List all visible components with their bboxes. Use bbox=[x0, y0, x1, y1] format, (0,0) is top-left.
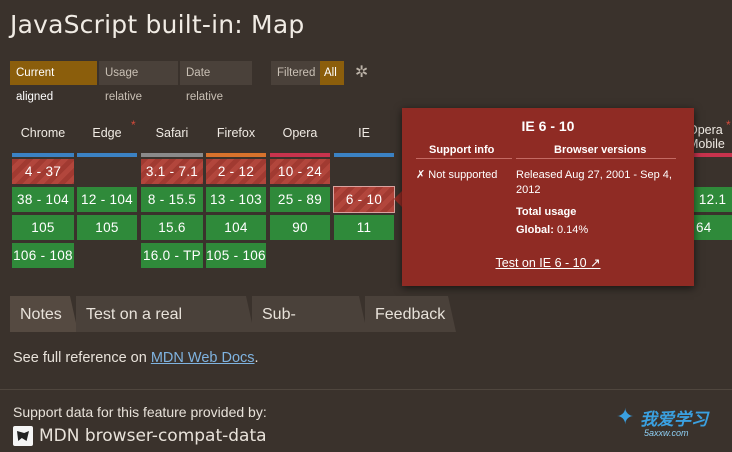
chrome-cell[interactable]: 106 - 108 bbox=[12, 243, 74, 268]
safari-cell[interactable]: 8 - 15.5 bbox=[141, 187, 203, 212]
safari-cell[interactable]: 3.1 - 7.1 bbox=[141, 159, 203, 184]
period: . bbox=[254, 350, 259, 366]
browser-opera: Opera bbox=[282, 126, 318, 140]
total-usage-heading: Total usage bbox=[516, 206, 577, 218]
chrome-cell[interactable]: 105 bbox=[12, 215, 74, 240]
mdn-web-docs-link[interactable]: MDN Web Docs bbox=[150, 350, 255, 366]
opera-cell[interactable]: 25 - 89 bbox=[270, 187, 330, 212]
all-button[interactable]: All bbox=[320, 61, 344, 85]
usage-relative-button[interactable]: Usage relative bbox=[99, 61, 178, 103]
firefox-cell[interactable]: 104 bbox=[206, 215, 266, 240]
safari-cell[interactable]: 16.0 - TP bbox=[141, 243, 203, 268]
mdn-logo-icon bbox=[13, 426, 33, 446]
ie-cell-selected[interactable]: 6 - 10 bbox=[333, 186, 395, 213]
runner-icon: ✦ bbox=[616, 404, 635, 429]
notes-panel bbox=[0, 332, 732, 452]
global-value: 0.14% bbox=[556, 224, 589, 236]
mdn-reference: See full reference on MDN Web Docs. bbox=[13, 350, 259, 366]
popup-arrow bbox=[394, 191, 402, 207]
chrome-cell[interactable]: 38 - 104 bbox=[12, 187, 74, 212]
firefox-cell[interactable]: 105 - 106 bbox=[206, 243, 266, 268]
opera-mobile-header-2: Mobile bbox=[688, 137, 725, 151]
global-label: Global: bbox=[516, 224, 554, 236]
watermark-text: 我爱学习 bbox=[640, 410, 708, 429]
filtered-button[interactable]: Filtered bbox=[271, 61, 320, 85]
opera-mobile-bar bbox=[688, 153, 732, 157]
opera-mobile-star-icon: * bbox=[726, 118, 731, 132]
chrome-cell[interactable]: 4 - 37 bbox=[12, 159, 74, 184]
see-full-text: See full reference on bbox=[13, 350, 151, 366]
global-usage: Global: 0.14% bbox=[516, 223, 588, 238]
mdn-bcd-link[interactable]: MDN browser-compat-data bbox=[39, 426, 267, 446]
browser-versions-heading: Browser versions bbox=[554, 144, 647, 156]
browser-ie: IE bbox=[358, 126, 370, 140]
opera-cell[interactable]: 10 - 24 bbox=[270, 159, 330, 184]
browser-firefox: Firefox bbox=[216, 126, 256, 140]
opera-mobile-cell[interactable]: - 12.1 bbox=[688, 187, 732, 212]
not-supported-text: ✗ Not supported bbox=[416, 169, 498, 181]
popup-title: IE 6 - 10 bbox=[521, 118, 575, 134]
browser-chrome: Chrome bbox=[20, 126, 66, 140]
opera-mobile-header-1: Opera bbox=[688, 123, 723, 137]
edge-bar bbox=[77, 153, 137, 157]
browser-edge: Edge bbox=[92, 126, 122, 140]
firefox-cell[interactable]: 2 - 12 bbox=[206, 159, 266, 184]
ie-cell[interactable]: 11 bbox=[334, 215, 394, 240]
divider bbox=[416, 158, 512, 159]
safari-cell[interactable]: 15.6 bbox=[141, 215, 203, 240]
date-relative-button[interactable]: Date relative bbox=[180, 61, 252, 103]
released-text: Released Aug 27, 2001 - Sep 4, bbox=[516, 169, 672, 181]
chrome-bar bbox=[12, 153, 74, 157]
page-title: JavaScript built-in: Map bbox=[10, 10, 305, 39]
opera-mobile-cell[interactable]: 64 bbox=[688, 215, 732, 240]
released-text-cont: 2012 bbox=[516, 184, 541, 196]
current-aligned-button[interactable]: Current aligned bbox=[10, 61, 97, 103]
support-info-heading: Support info bbox=[429, 144, 495, 156]
opera-cell[interactable]: 90 bbox=[270, 215, 330, 240]
tab-test-real-browser[interactable]: Test on a real browser bbox=[76, 296, 254, 361]
divider bbox=[0, 389, 732, 390]
safari-bar bbox=[141, 153, 203, 157]
browser-safari: Safari bbox=[155, 126, 189, 140]
firefox-cell[interactable]: 13 - 103 bbox=[206, 187, 266, 212]
tab-notes[interactable]: Notes bbox=[10, 296, 78, 332]
support-provided-text: Support data for this feature provided b… bbox=[13, 404, 267, 420]
tab-feedback[interactable]: Feedback bbox=[365, 296, 456, 332]
edge-star-icon: * bbox=[131, 118, 136, 132]
gear-icon[interactable]: ✲ bbox=[355, 64, 369, 81]
ie-bar bbox=[334, 153, 394, 157]
divider bbox=[516, 158, 676, 159]
edge-cell[interactable]: 105 bbox=[77, 215, 137, 240]
tab-sub-features[interactable]: Sub-features bbox=[252, 296, 367, 361]
edge-cell[interactable]: 12 - 104 bbox=[77, 187, 137, 212]
support-popup: IE 6 - 10 Support info Browser versions … bbox=[402, 108, 694, 286]
opera-bar bbox=[270, 153, 330, 157]
firefox-bar bbox=[206, 153, 266, 157]
test-on-ie-link[interactable]: Test on IE 6 - 10 ↗ bbox=[495, 256, 601, 270]
watermark-sub: 5axxw.com bbox=[644, 428, 689, 438]
